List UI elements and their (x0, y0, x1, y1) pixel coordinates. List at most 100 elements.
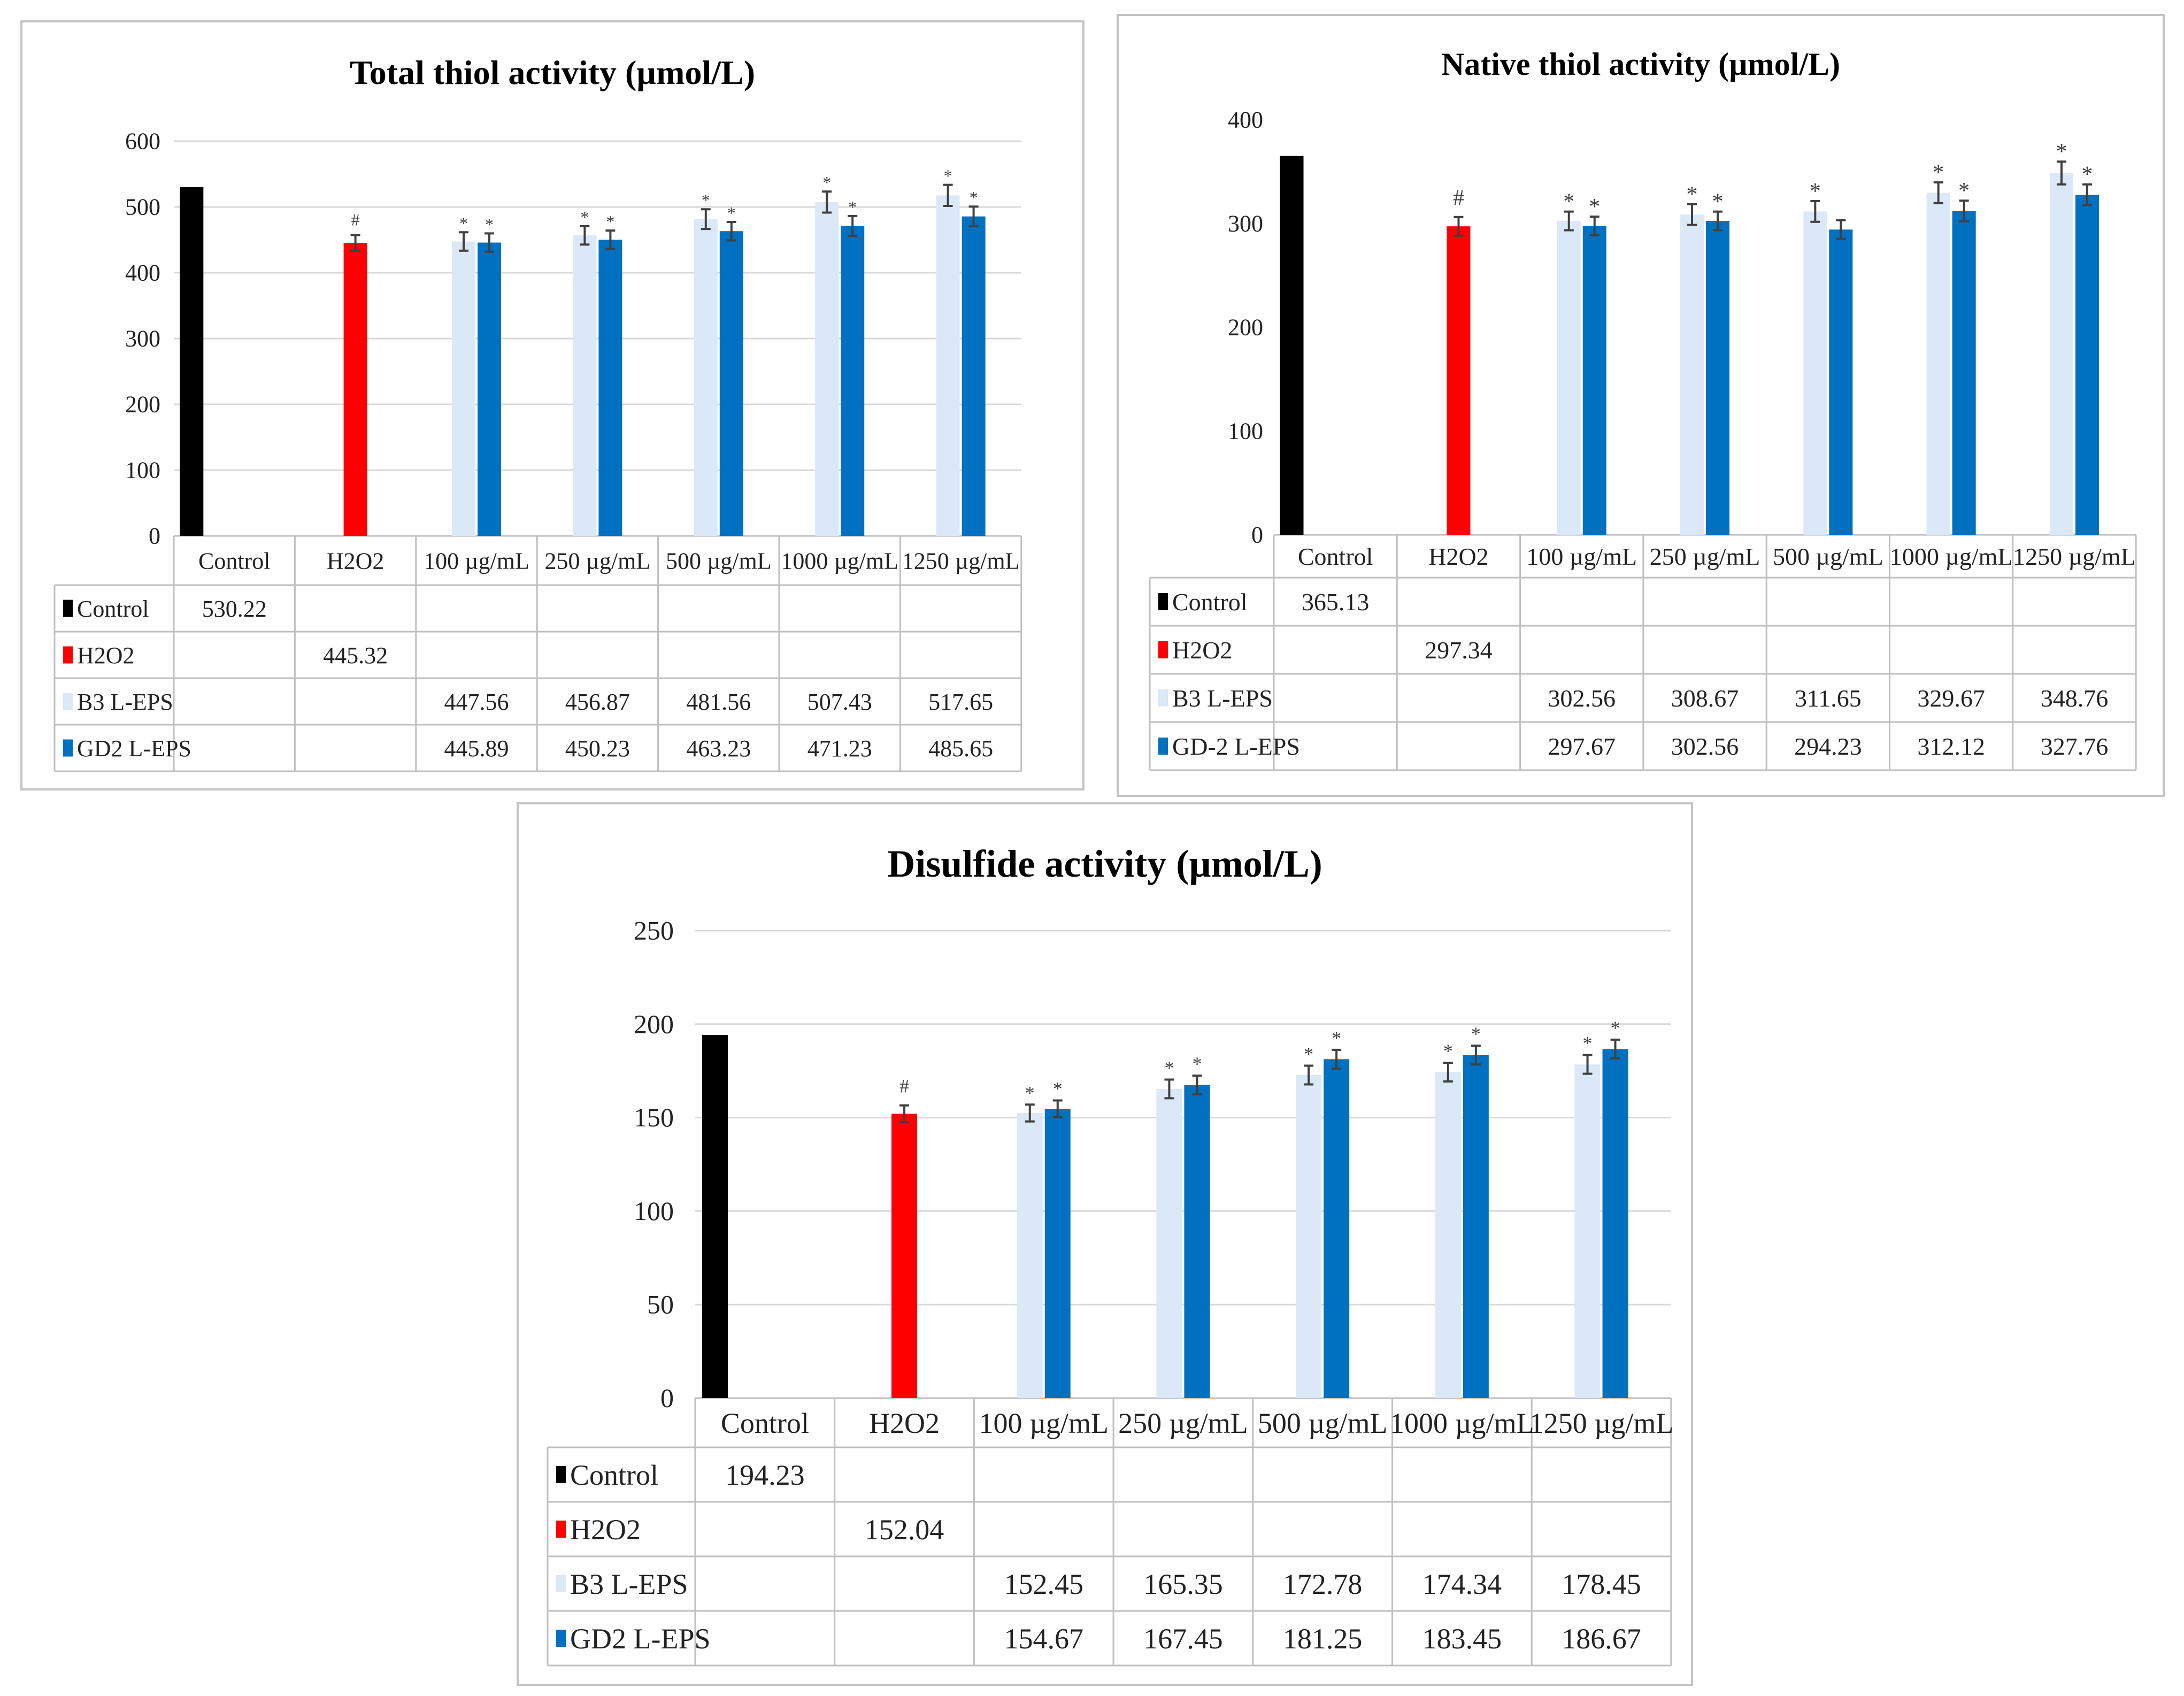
data-label: 167.45 (1143, 1623, 1223, 1655)
data-label: 450.23 (565, 735, 630, 762)
bar (2075, 195, 2099, 535)
x-tick-label: 1000 µg/mL (1390, 1407, 1534, 1439)
y-tick-label: 100 (634, 1196, 674, 1226)
bar (1602, 1049, 1628, 1398)
significance-mark: * (1025, 1082, 1035, 1103)
bar (180, 187, 204, 536)
x-tick-label: H2O2 (327, 548, 384, 574)
data-label: 297.34 (1425, 636, 1493, 664)
bar (2049, 173, 2073, 535)
significance-mark: * (1192, 1053, 1202, 1075)
bar (478, 242, 501, 536)
bar (343, 243, 367, 536)
x-tick-label: 250 µg/mL (545, 548, 651, 574)
significance-mark: * (1958, 179, 1970, 203)
x-tick-label: 1000 µg/mL (781, 548, 898, 574)
legend-label: GD2 L-EPS (570, 1623, 711, 1655)
x-tick-label: 1000 µg/mL (1890, 543, 2013, 570)
data-label: 308.67 (1671, 685, 1739, 712)
data-label: 485.65 (928, 735, 993, 762)
data-label: 445.89 (444, 735, 509, 762)
bar (891, 1114, 918, 1398)
significance-mark: * (2056, 140, 2067, 164)
significance-mark: * (1332, 1027, 1341, 1049)
bar (1952, 211, 1976, 535)
bar (1324, 1059, 1350, 1398)
data-label: 302.56 (1548, 685, 1616, 712)
significance-mark: * (459, 213, 468, 233)
x-tick-label: Control (198, 548, 270, 574)
data-label: 181.25 (1283, 1623, 1363, 1655)
data-label: 311.65 (1795, 685, 1862, 712)
bar (1803, 211, 1827, 535)
data-label: 507.43 (808, 689, 872, 715)
data-label: 297.67 (1548, 733, 1616, 760)
significance-mark: * (702, 190, 710, 210)
y-tick-label: 600 (125, 128, 160, 155)
chart-title: Total thiol activity (µmol/L) (350, 53, 755, 91)
bar (815, 202, 839, 536)
significance-mark: * (1589, 195, 1600, 219)
data-label: 530.22 (202, 596, 267, 622)
significance-mark: * (1712, 190, 1724, 214)
significance-mark: * (1687, 182, 1698, 207)
data-label: 517.65 (928, 689, 993, 715)
legend-swatch (556, 1630, 566, 1647)
significance-mark: * (970, 188, 978, 207)
y-tick-label: 100 (125, 457, 160, 484)
x-tick-label: H2O2 (1428, 543, 1488, 570)
bar (452, 241, 475, 536)
bar (573, 235, 597, 536)
data-label: 152.45 (1004, 1568, 1084, 1600)
legend-swatch (63, 693, 73, 710)
data-label: 152.04 (865, 1514, 944, 1546)
x-tick-label: 500 µg/mL (1258, 1407, 1388, 1439)
legend-swatch (556, 1575, 566, 1592)
data-label: 178.45 (1562, 1568, 1641, 1600)
significance-mark: * (944, 166, 952, 186)
bar (1017, 1113, 1043, 1398)
bar (962, 216, 986, 536)
data-label: 365.13 (1302, 588, 1370, 616)
legend-label: B3 L-EPS (1172, 685, 1273, 712)
significance-mark: * (727, 203, 736, 222)
bar (1156, 1088, 1182, 1398)
data-label: 154.67 (1004, 1623, 1084, 1655)
legend-swatch (1158, 689, 1168, 707)
significance-mark: * (822, 173, 831, 192)
y-tick-label: 200 (1228, 314, 1263, 341)
x-tick-label: Control (1298, 543, 1373, 570)
legend-label: Control (1172, 588, 1248, 616)
bar (1926, 193, 1950, 535)
legend-swatch (63, 600, 73, 617)
legend-label: Control (77, 596, 149, 622)
significance-mark: * (1443, 1040, 1453, 1062)
data-label: 481.56 (686, 689, 751, 715)
bar (936, 195, 960, 536)
data-label: 327.76 (2041, 733, 2109, 760)
legend-swatch (556, 1466, 566, 1483)
y-tick-label: 250 (634, 916, 674, 946)
disulfide-chart: Disulfide activity (µmol/L) 0 50 100 150 200 2… (547, 842, 1673, 1667)
data-label: 312.12 (1917, 733, 1985, 760)
bar (1829, 229, 1853, 535)
bar (1296, 1075, 1322, 1398)
significance-mark: # (1453, 186, 1464, 211)
significance-mark: # (351, 210, 360, 229)
bar (1582, 226, 1606, 535)
bar (1680, 214, 1704, 535)
y-tick-label: 150 (634, 1102, 674, 1132)
x-tick-label: 1250 µg/mL (902, 548, 1020, 574)
legend-swatch (1158, 641, 1168, 658)
x-tick-label: 500 µg/mL (666, 548, 772, 574)
legend-swatch (1158, 593, 1168, 610)
bar (1706, 221, 1730, 535)
y-tick-label: 400 (1228, 107, 1263, 133)
bar (1044, 1109, 1071, 1398)
x-tick-label: H2O2 (869, 1407, 940, 1439)
data-label: 463.23 (686, 735, 751, 762)
legend-swatch (556, 1521, 566, 1538)
y-tick-label: 50 (647, 1290, 674, 1319)
data-label: 165.35 (1143, 1568, 1223, 1600)
data-label: 302.56 (1671, 733, 1739, 760)
